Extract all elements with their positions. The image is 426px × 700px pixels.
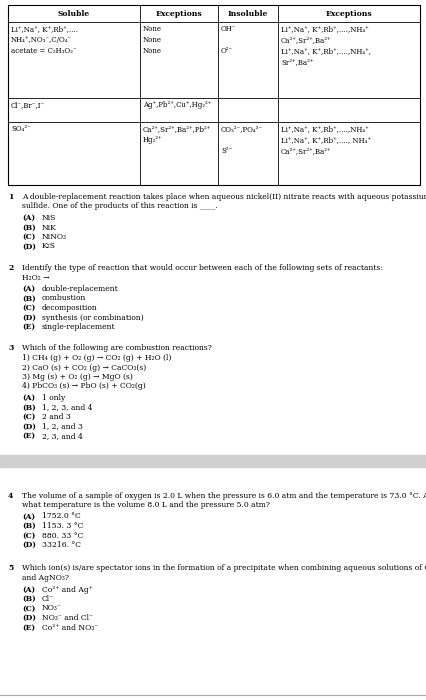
Text: SO₄²⁻: SO₄²⁻ [11,125,31,133]
Text: (C): (C) [22,304,35,312]
Text: 2 and 3: 2 and 3 [42,413,71,421]
Text: Ca²⁺,Sr²⁺,Ba²⁺: Ca²⁺,Sr²⁺,Ba²⁺ [280,147,331,155]
Text: H₂O₂ →: H₂O₂ → [22,274,49,281]
Text: S²⁻: S²⁻ [221,147,232,155]
Text: (C): (C) [22,413,35,421]
Text: NH₄⁺,NO₃⁻,C/O₄⁻: NH₄⁺,NO₃⁻,C/O₄⁻ [11,36,72,44]
Text: (C): (C) [22,605,35,612]
Text: (A): (A) [22,394,35,402]
Text: NO₃⁻ and Cl⁻: NO₃⁻ and Cl⁻ [42,614,93,622]
Text: (E): (E) [22,624,35,631]
Text: (C): (C) [22,531,35,540]
Text: 33216. °C: 33216. °C [42,541,81,549]
Text: 4) PbCO₃ (s) → PbO (s) + CO₂(g): 4) PbCO₃ (s) → PbO (s) + CO₂(g) [22,382,145,391]
Text: 1: 1 [8,193,13,201]
Text: (D): (D) [22,242,36,251]
Text: 2, 3, and 4: 2, 3, and 4 [42,432,83,440]
Text: Exceptions: Exceptions [155,10,202,18]
Text: OH⁻: OH⁻ [221,25,236,33]
Text: (D): (D) [22,314,36,321]
Text: Ca²⁺,Sr²⁺,Ba²⁺: Ca²⁺,Sr²⁺,Ba²⁺ [280,36,331,44]
Text: (A): (A) [22,585,35,594]
Text: 2) CaO (s) + CO₂ (g) → CaCO₃(s): 2) CaO (s) + CO₂ (g) → CaCO₃(s) [22,363,146,372]
Text: 3) Mg (s) + O₂ (g) → MgO (s): 3) Mg (s) + O₂ (g) → MgO (s) [22,373,132,381]
Text: Ca²⁺,Sr²⁺,Ba²⁺,Pb²⁺: Ca²⁺,Sr²⁺,Ba²⁺,Pb²⁺ [143,125,211,133]
Text: Li⁺,Na⁺, K⁺,Rb⁺,...., NH₄⁺: Li⁺,Na⁺, K⁺,Rb⁺,...., NH₄⁺ [280,136,370,144]
Text: Insoluble: Insoluble [227,10,268,18]
Text: (B): (B) [22,295,36,302]
Text: 1 only: 1 only [42,394,65,402]
Text: Cl⁻,Br⁻,I⁻: Cl⁻,Br⁻,I⁻ [11,101,45,109]
Text: (B): (B) [22,403,36,412]
Text: combustion: combustion [42,295,86,302]
Text: Li⁺,Na⁺, K⁺,Rb⁺,....,NH₄⁺: Li⁺,Na⁺, K⁺,Rb⁺,....,NH₄⁺ [280,25,368,33]
Text: A double-replacement reaction takes place when aqueous nickel(II) nitrate reacts: A double-replacement reaction takes plac… [22,193,426,201]
Text: sulfide. One of the products of this reaction is ____.: sulfide. One of the products of this rea… [22,202,217,211]
Text: decomposition: decomposition [42,304,98,312]
Text: (E): (E) [22,432,35,440]
Text: (D): (D) [22,541,36,549]
Text: (D): (D) [22,614,36,622]
Text: O²⁻: O²⁻ [221,47,233,55]
Text: (B): (B) [22,223,36,232]
Text: K₂S: K₂S [42,242,56,251]
Bar [8,5,419,185]
Text: Which ion(s) is/are spectator ions in the formation of a precipitate when combin: Which ion(s) is/are spectator ions in th… [22,564,426,573]
Text: (A): (A) [22,285,35,293]
Text: Li⁺,Na⁺, K⁺,Rb⁺,....: Li⁺,Na⁺, K⁺,Rb⁺,.... [11,25,78,33]
Text: Li⁺,Na⁺, K⁺,Rb⁺,....,NH₄⁺,: Li⁺,Na⁺, K⁺,Rb⁺,....,NH₄⁺, [280,47,370,55]
Text: synthesis (or combination): synthesis (or combination) [42,314,144,321]
Text: and AgNO₃?: and AgNO₃? [22,574,69,582]
Text: Identify the type of reaction that would occur between each of the following set: Identify the type of reaction that would… [22,264,382,272]
Text: (D): (D) [22,423,36,430]
Text: CO₃²⁻,PO₄³⁻: CO₃²⁻,PO₄³⁻ [221,125,262,133]
Text: double-replacement: double-replacement [42,285,118,293]
Text: (B): (B) [22,522,36,530]
Text: Sr²⁺,Ba²⁺: Sr²⁺,Ba²⁺ [280,58,313,66]
Text: 1153. 3 °C: 1153. 3 °C [42,522,83,530]
Text: 5: 5 [8,564,13,573]
Text: NiK: NiK [42,223,57,232]
Bar [0,454,426,466]
Text: NiNO₃: NiNO₃ [42,233,67,241]
Text: None: None [143,47,161,55]
Text: None: None [143,25,161,33]
Text: (A): (A) [22,512,35,521]
Text: The volume of a sample of oxygen is 2.0 L when the pressure is 6.0 atm and the t: The volume of a sample of oxygen is 2.0 … [22,491,426,500]
Text: None: None [143,36,161,44]
Text: Which of the following are combustion reactions?: Which of the following are combustion re… [22,344,211,353]
Text: (E): (E) [22,323,35,331]
Text: single-replacement: single-replacement [42,323,115,331]
Text: Exceptions: Exceptions [325,10,371,18]
Text: 4: 4 [8,491,13,500]
Text: Hg₂²⁺: Hg₂²⁺ [143,136,162,144]
Text: Soluble: Soluble [58,10,90,18]
Text: 2: 2 [8,264,13,272]
Text: what temperature is the volume 8.0 L and the pressure 5.0 atm?: what temperature is the volume 8.0 L and… [22,501,269,509]
Text: 1, 2, 3, and 4: 1, 2, 3, and 4 [42,403,92,412]
Text: Ag⁺,Pb²⁺,Cu⁺,Hg₂²⁺: Ag⁺,Pb²⁺,Cu⁺,Hg₂²⁺ [143,101,211,109]
Text: acetate = C₂H₃O₂⁻: acetate = C₂H₃O₂⁻ [11,47,76,55]
Text: Cl⁻: Cl⁻ [42,595,54,603]
Text: Li⁺,Na⁺, K⁺,Rb⁺,....,NH₄⁺: Li⁺,Na⁺, K⁺,Rb⁺,....,NH₄⁺ [280,125,368,133]
Text: NiS: NiS [42,214,56,222]
Text: 880. 33 °C: 880. 33 °C [42,531,83,540]
Text: (C): (C) [22,233,35,241]
Text: 3: 3 [8,344,13,353]
Text: NO₃⁻: NO₃⁻ [42,605,62,612]
Text: Co²⁺ and Ag⁺: Co²⁺ and Ag⁺ [42,585,93,594]
Text: (A): (A) [22,214,35,222]
Text: 1) CH₄ (g) + O₂ (g) → CO₂ (g) + H₂O (l): 1) CH₄ (g) + O₂ (g) → CO₂ (g) + H₂O (l) [22,354,171,362]
Text: 1, 2, and 3: 1, 2, and 3 [42,423,83,430]
Text: (B): (B) [22,595,36,603]
Text: Co²⁺ and NO₃⁻: Co²⁺ and NO₃⁻ [42,624,98,631]
Text: 1752.0 °C: 1752.0 °C [42,512,81,521]
